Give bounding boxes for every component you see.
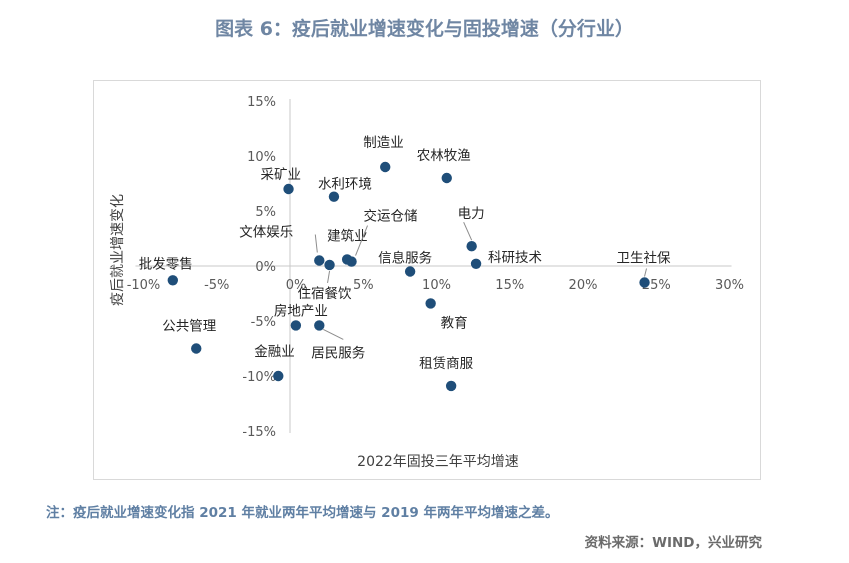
y-tick-label: -15% — [242, 425, 276, 440]
data-point — [273, 370, 284, 382]
data-point — [425, 298, 436, 309]
y-tick-label: 15% — [247, 95, 276, 110]
y-axis-title: 疫后就业增速变化 — [110, 194, 126, 306]
point-label: 交运仓储 — [364, 208, 418, 225]
data-point — [639, 277, 650, 288]
leader-line — [463, 221, 473, 241]
y-tick-label: 5% — [255, 205, 276, 220]
x-axis-title: 2022年固投三年平均增速 — [357, 454, 519, 470]
data-point — [470, 258, 482, 269]
data-point — [380, 161, 391, 173]
data-point — [283, 183, 294, 195]
data-point — [445, 380, 457, 392]
point-label: 采矿业 — [261, 167, 302, 183]
point-label: 居民服务 — [311, 345, 365, 361]
point-label: 建筑业 — [327, 228, 368, 244]
point-label: 制造业 — [363, 135, 404, 151]
chart-title: 图表 6：疫后就业增速变化与固投增速（分行业） — [215, 18, 634, 40]
data-point — [328, 191, 340, 202]
leader-line — [327, 270, 331, 283]
x-tick-label: 30% — [715, 278, 744, 293]
data-point — [290, 320, 302, 331]
point-label: 卫生社保 — [617, 251, 671, 267]
point-label: 农林牧渔 — [417, 148, 471, 164]
leader-line — [644, 268, 648, 277]
y-tick-label: 10% — [247, 150, 276, 165]
point-label: 水利环境 — [318, 177, 372, 193]
data-point — [191, 343, 202, 354]
data-point — [314, 255, 325, 266]
source-text: 资料来源：WIND，兴业研究 — [584, 535, 762, 551]
y-tick-label: 0% — [255, 260, 276, 275]
y-tick-label: -5% — [251, 315, 276, 330]
x-tick-label: 5% — [353, 278, 374, 293]
point-label: 电力 — [458, 206, 485, 222]
point-label: 租赁商服 — [419, 356, 473, 372]
x-tick-label: -10% — [127, 278, 161, 293]
leader-line — [355, 225, 368, 256]
x-tick-label: 15% — [495, 278, 524, 293]
data-point — [441, 172, 452, 184]
data-point — [346, 256, 357, 267]
leader-line — [314, 234, 318, 253]
footnote: 注：疫后就业增速变化指 2021 年就业两年平均增速与 2019 年两年平均增速… — [46, 505, 559, 521]
point-label: 信息服务 — [378, 250, 432, 267]
point-label: 教育 — [441, 315, 468, 331]
x-tick-label: 0% — [286, 278, 307, 293]
data-point — [466, 241, 477, 252]
chart-frame — [93, 80, 761, 480]
data-point — [167, 275, 178, 286]
data-point — [314, 320, 325, 331]
data-point — [404, 266, 416, 277]
x-tick-label: 20% — [569, 278, 598, 293]
point-label: 公共管理 — [162, 319, 216, 335]
point-label: 科研技术 — [488, 250, 542, 266]
data-point — [324, 259, 335, 271]
point-label: 住宿餐饮 — [298, 285, 352, 302]
leader-line — [323, 328, 344, 340]
point-label: 文体娱乐 — [239, 225, 293, 241]
point-label: 金融业 — [254, 344, 295, 360]
x-tick-label: 10% — [422, 278, 451, 293]
y-tick-label: -10% — [242, 370, 276, 385]
point-label: 批发零售 — [139, 256, 193, 272]
x-tick-label: -5% — [204, 278, 229, 293]
point-label: 房地产业 — [274, 303, 328, 319]
